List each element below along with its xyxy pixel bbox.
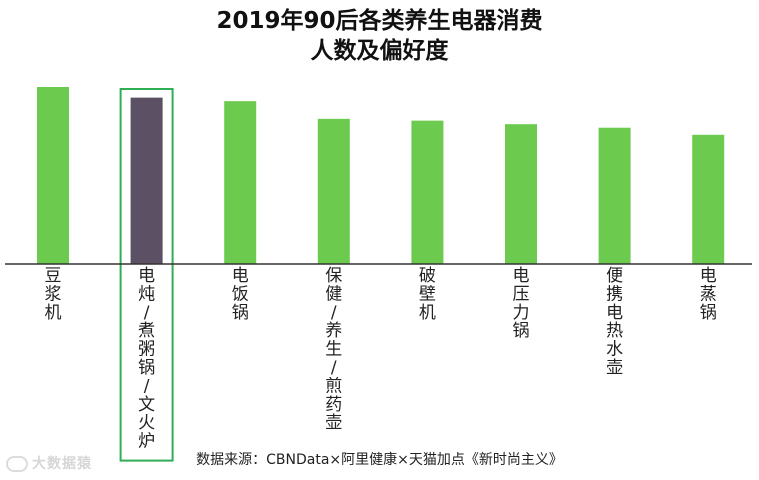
chart-title-line-1: 2019年90后各类养生电器消费 [216,8,543,34]
category-label-2-char-0: 电 [232,266,249,286]
category-label-1-char-4: 粥 [138,340,155,360]
category-label-5-char-0: 电 [513,266,530,286]
bar-6 [598,127,631,265]
category-label-2-char-1: 饭 [232,284,249,304]
bar-1 [130,97,163,265]
bar-7 [692,134,725,264]
category-label-1-char-9: 炉 [138,432,155,452]
category-label-3-char-5: / [331,358,337,378]
category-label-1-char-3: 煮 [138,321,155,341]
bar-4 [411,120,444,264]
bar-3 [317,118,350,264]
category-label-2-char-2: 锅 [232,303,249,323]
category-label-3-char-3: 养 [325,321,342,341]
category-label-3-char-4: 生 [325,340,342,360]
category-label-6-char-4: 水 [606,340,623,360]
bar-2 [224,101,257,264]
category-label-3-char-1: 健 [325,284,342,304]
category-label-4-char-2: 机 [419,303,436,323]
highlight-frame [119,88,174,462]
category-label-0-char-2: 机 [45,303,62,323]
chart-title-line-2: 人数及偏好度 [310,38,449,64]
category-label-6-char-1: 携 [606,284,623,304]
category-label-1-char-5: 锅 [138,358,155,378]
category-label-0-char-1: 浆 [45,284,62,304]
category-label-3-char-7: 药 [325,395,342,415]
category-label-6-char-5: 壶 [606,358,623,378]
watermark-text: 大数据猿 [32,456,92,472]
category-label-1-char-0: 电 [138,266,155,286]
bar-0 [37,87,69,264]
category-label-7-char-1: 蒸 [700,284,717,304]
source-note: 数据来源：CBNData×阿里健康×天猫加点《新时尚主义》 [196,452,563,468]
category-label-3-char-8: 壶 [325,413,342,433]
category-label-1-char-7: 文 [138,395,155,415]
category-label-7-char-0: 电 [700,266,717,286]
category-label-1-char-1: 炖 [138,284,155,304]
category-label-6-char-2: 电 [606,303,623,323]
category-label-1-char-2: / [144,303,150,323]
watermark-logo-icon [6,456,28,472]
category-label-7-char-2: 锅 [700,303,717,323]
category-label-6-char-0: 便 [606,266,623,286]
category-label-5-char-2: 力 [513,303,530,323]
category-label-6-char-3: 热 [606,321,623,341]
category-label-1-char-8: 火 [138,413,155,433]
category-label-3-char-6: 煎 [325,376,342,396]
category-label-4-char-0: 破 [419,266,436,286]
category-label-3-char-2: / [331,303,337,323]
watermark: 大数据猿 [6,453,92,473]
category-label-3-char-0: 保 [325,266,342,286]
bar-5 [505,124,537,264]
category-label-0-char-0: 豆 [45,266,62,286]
category-label-1-char-6: / [144,376,150,396]
category-label-4-char-1: 壁 [419,284,436,304]
category-label-5-char-1: 压 [513,284,530,304]
category-label-5-char-3: 锅 [513,321,530,341]
